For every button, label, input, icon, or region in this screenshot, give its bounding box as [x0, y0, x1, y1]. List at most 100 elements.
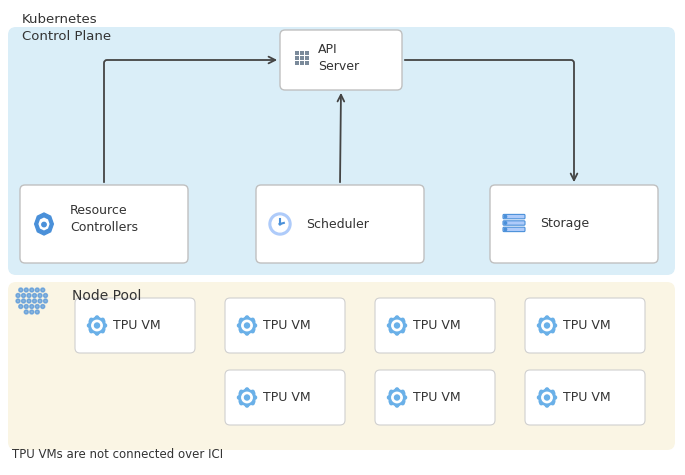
FancyBboxPatch shape	[225, 298, 345, 353]
Bar	[300, 51, 304, 55]
Circle shape	[245, 404, 249, 407]
Circle shape	[253, 324, 257, 327]
Circle shape	[42, 222, 46, 227]
Circle shape	[18, 288, 23, 292]
Polygon shape	[89, 316, 105, 334]
Circle shape	[24, 310, 28, 314]
Circle shape	[16, 299, 20, 303]
Circle shape	[545, 404, 549, 407]
Circle shape	[395, 316, 399, 319]
Text: TPU VM: TPU VM	[563, 391, 610, 404]
Circle shape	[390, 318, 393, 322]
Circle shape	[101, 330, 104, 332]
Circle shape	[538, 396, 540, 399]
Circle shape	[388, 396, 390, 399]
Text: Storage: Storage	[540, 218, 589, 230]
Circle shape	[272, 216, 288, 232]
Circle shape	[540, 401, 543, 405]
Circle shape	[238, 324, 240, 327]
Circle shape	[245, 316, 249, 319]
Text: TPU VM: TPU VM	[263, 319, 310, 332]
Circle shape	[540, 318, 543, 322]
Circle shape	[538, 324, 540, 327]
FancyBboxPatch shape	[20, 185, 188, 263]
Circle shape	[95, 332, 99, 335]
Circle shape	[35, 304, 39, 308]
Circle shape	[95, 316, 99, 319]
FancyBboxPatch shape	[280, 30, 402, 90]
Polygon shape	[239, 316, 255, 334]
Circle shape	[101, 318, 104, 322]
Circle shape	[16, 294, 20, 297]
Circle shape	[21, 299, 25, 303]
Circle shape	[29, 304, 34, 308]
Circle shape	[242, 392, 252, 403]
Circle shape	[403, 396, 406, 399]
Circle shape	[245, 323, 249, 328]
Text: TPU VM: TPU VM	[113, 319, 160, 332]
Circle shape	[545, 323, 549, 328]
FancyBboxPatch shape	[256, 185, 424, 263]
Circle shape	[40, 304, 45, 308]
Circle shape	[401, 318, 404, 322]
Circle shape	[401, 401, 404, 405]
Text: Resource
Controllers: Resource Controllers	[70, 204, 138, 234]
Text: Scheduler: Scheduler	[306, 218, 369, 230]
Circle shape	[38, 294, 42, 297]
Circle shape	[545, 395, 549, 400]
Polygon shape	[389, 316, 405, 334]
FancyBboxPatch shape	[75, 298, 195, 353]
Bar	[295, 51, 299, 55]
Circle shape	[395, 388, 399, 391]
Circle shape	[32, 299, 36, 303]
Circle shape	[395, 332, 399, 335]
Circle shape	[35, 288, 39, 292]
Bar	[295, 56, 299, 60]
Polygon shape	[539, 316, 555, 334]
FancyBboxPatch shape	[8, 282, 675, 450]
Circle shape	[245, 388, 249, 391]
FancyBboxPatch shape	[8, 27, 675, 275]
Circle shape	[32, 294, 36, 297]
Circle shape	[388, 324, 390, 327]
Polygon shape	[539, 389, 555, 407]
Circle shape	[269, 213, 291, 235]
Circle shape	[251, 330, 254, 332]
Circle shape	[24, 304, 28, 308]
Circle shape	[95, 323, 99, 328]
Circle shape	[504, 222, 507, 224]
Bar	[306, 61, 309, 65]
Circle shape	[392, 392, 402, 403]
Circle shape	[545, 332, 549, 335]
Circle shape	[251, 390, 254, 393]
Bar	[306, 56, 309, 60]
Circle shape	[90, 330, 93, 332]
Circle shape	[545, 388, 549, 391]
Circle shape	[38, 299, 42, 303]
Circle shape	[21, 294, 25, 297]
Polygon shape	[389, 389, 405, 407]
Circle shape	[27, 294, 31, 297]
Circle shape	[504, 215, 507, 218]
Circle shape	[390, 330, 393, 332]
Circle shape	[253, 396, 257, 399]
Circle shape	[18, 304, 23, 308]
Text: TPU VM: TPU VM	[263, 391, 310, 404]
Circle shape	[238, 396, 240, 399]
Circle shape	[540, 390, 543, 393]
Bar	[300, 56, 304, 60]
Circle shape	[401, 330, 404, 332]
Text: TPU VM: TPU VM	[563, 319, 610, 332]
FancyBboxPatch shape	[503, 221, 525, 225]
Circle shape	[44, 294, 47, 297]
FancyBboxPatch shape	[375, 298, 495, 353]
Circle shape	[390, 390, 393, 393]
Circle shape	[245, 332, 249, 335]
Circle shape	[44, 299, 47, 303]
Circle shape	[542, 320, 552, 331]
Text: API
Server: API Server	[318, 43, 359, 73]
Circle shape	[551, 390, 554, 393]
Polygon shape	[35, 213, 53, 235]
Circle shape	[251, 401, 254, 405]
Circle shape	[240, 318, 243, 322]
